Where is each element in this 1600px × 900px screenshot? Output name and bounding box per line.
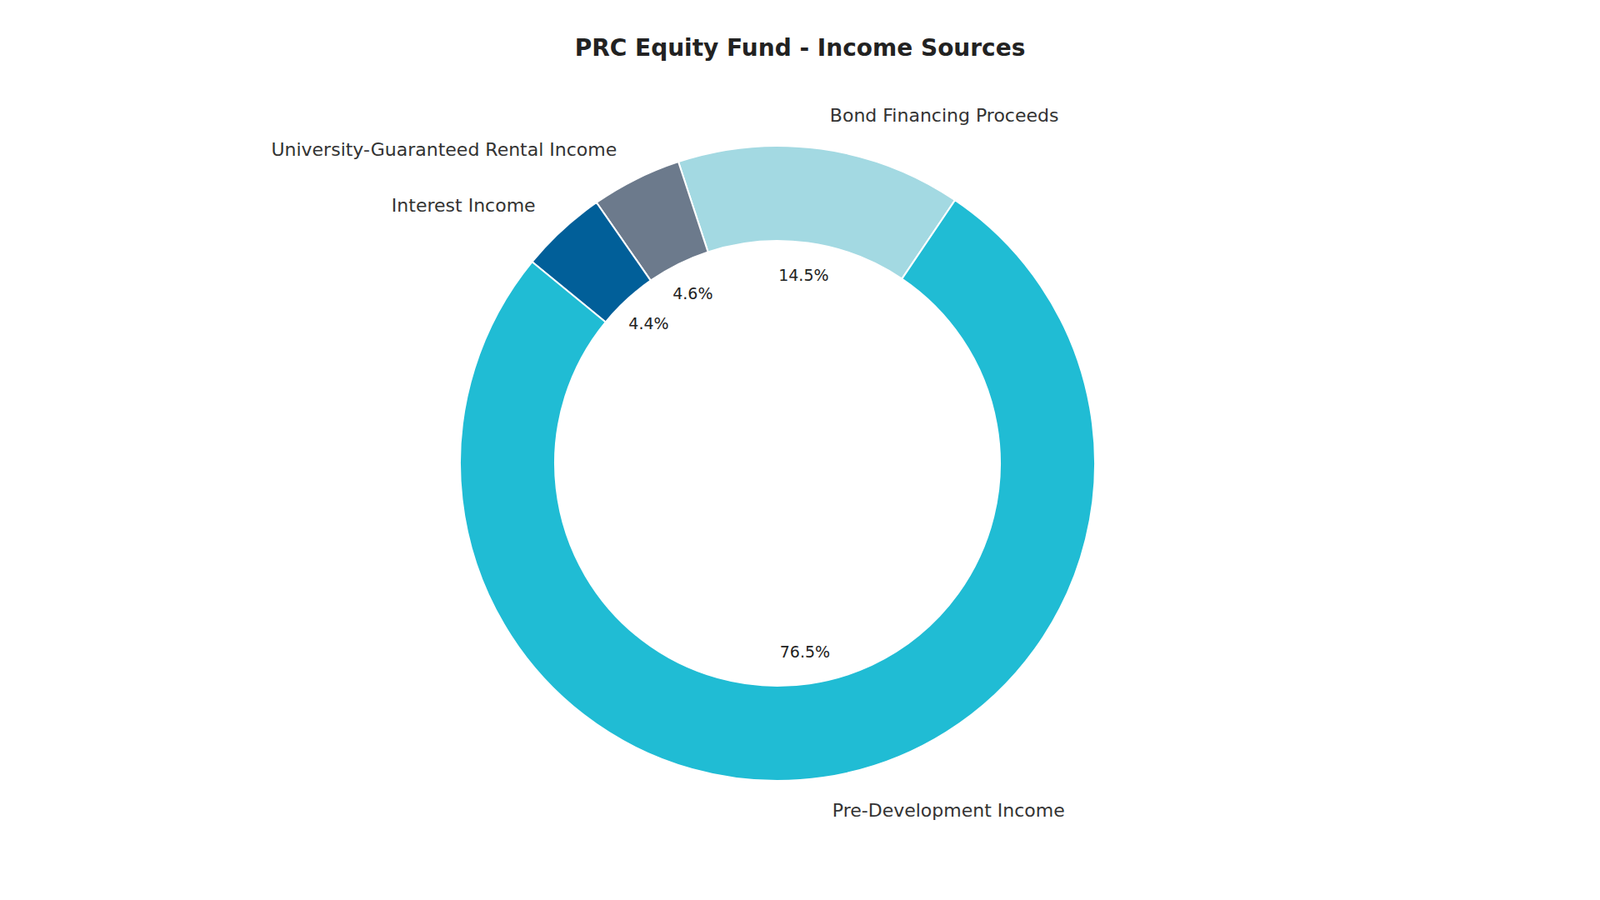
svg-text:4.6%: 4.6%	[672, 284, 713, 303]
svg-text:76.5%: 76.5%	[780, 642, 830, 661]
svg-text:University-Guaranteed Rental I: University-Guaranteed Rental Income	[270, 139, 617, 160]
svg-text:Bond Financing Proceeds: Bond Financing Proceeds	[830, 105, 1060, 126]
svg-text:Pre-Development Income: Pre-Development Income	[832, 800, 1065, 821]
svg-text:4.4%: 4.4%	[628, 314, 669, 333]
svg-text:PRC Equity Fund - Income Sourc: PRC Equity Fund - Income Sources	[575, 34, 1026, 62]
svg-text:Interest Income: Interest Income	[391, 195, 536, 216]
svg-text:14.5%: 14.5%	[778, 265, 829, 285]
